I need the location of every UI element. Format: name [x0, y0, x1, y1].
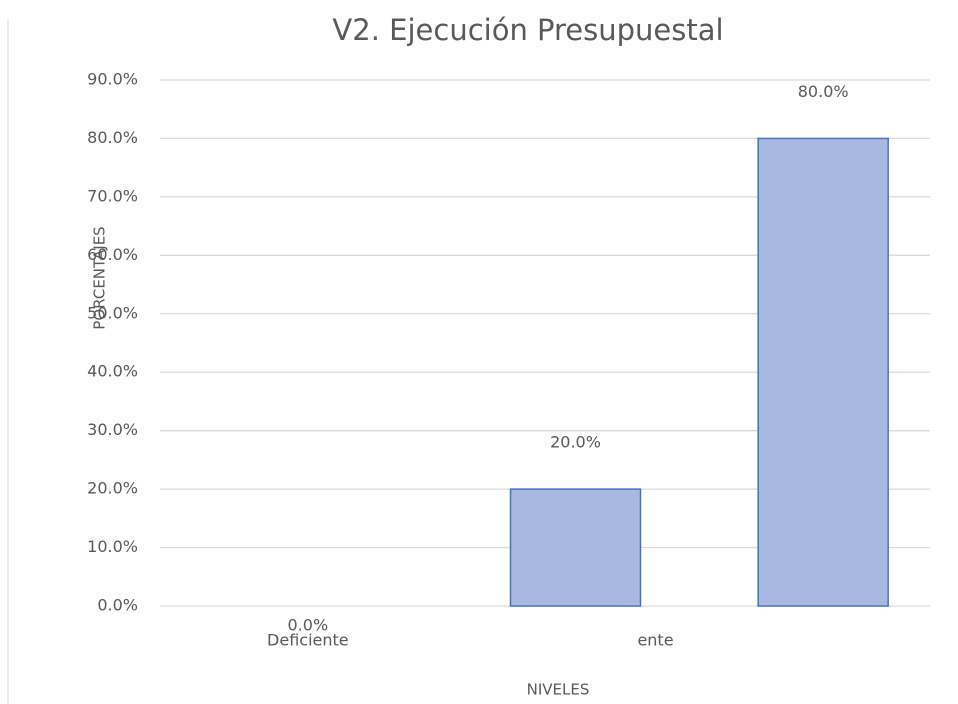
x-axis-label: NIVELES	[527, 681, 590, 699]
x-tick-label: Deficiente	[267, 631, 349, 650]
chart-title: V2. Ejecución Presupuestal	[332, 13, 723, 47]
y-tick-label: 40.0%	[87, 362, 138, 381]
y-tick-label: 60.0%	[87, 245, 138, 264]
bar	[757, 137, 889, 607]
y-tick-label: 30.0%	[87, 420, 138, 439]
y-tick-label: 80.0%	[87, 128, 138, 147]
y-tick-label: 10.0%	[87, 537, 138, 556]
y-tick-label: 20.0%	[87, 479, 138, 498]
y-tick-label: 90.0%	[87, 70, 138, 89]
y-tick-label: 0.0%	[97, 596, 138, 615]
bar	[509, 488, 642, 607]
x-tick-label: ente	[637, 631, 673, 650]
y-tick-label: 70.0%	[87, 186, 138, 205]
value-label: 80.0%	[798, 82, 849, 101]
value-label: 20.0%	[550, 433, 601, 452]
y-tick-label: 50.0%	[87, 303, 138, 322]
value-label: 0.0%	[288, 616, 329, 635]
y-axis-label: PORCENTAJES	[91, 226, 109, 329]
